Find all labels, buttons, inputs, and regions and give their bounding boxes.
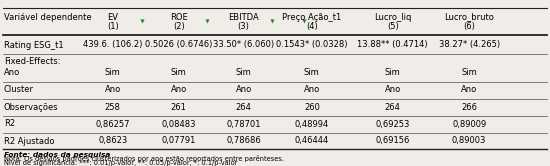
Text: Ano: Ano bbox=[304, 85, 320, 94]
Text: Ano: Ano bbox=[4, 69, 20, 78]
Text: (3): (3) bbox=[238, 23, 250, 32]
Text: (4): (4) bbox=[306, 23, 318, 32]
Text: 0.1543* (0.0328): 0.1543* (0.0328) bbox=[276, 41, 348, 49]
Text: 0,48994: 0,48994 bbox=[295, 120, 329, 128]
Text: Rating ESG_t1: Rating ESG_t1 bbox=[4, 41, 63, 49]
Text: Ano: Ano bbox=[235, 85, 252, 94]
Text: ROE: ROE bbox=[170, 12, 188, 22]
Text: 261: 261 bbox=[171, 102, 186, 112]
Text: 0.5026 (0.6746): 0.5026 (0.6746) bbox=[145, 41, 212, 49]
Text: Sim: Sim bbox=[461, 69, 477, 78]
Text: 266: 266 bbox=[461, 102, 477, 112]
Text: Cluster: Cluster bbox=[4, 85, 34, 94]
Text: 439.6. (106.2): 439.6. (106.2) bbox=[83, 41, 142, 49]
Text: 13.88** (0.4714): 13.88** (0.4714) bbox=[358, 41, 428, 49]
Text: Fonte: dados da pesquisa: Fonte: dados da pesquisa bbox=[4, 152, 110, 158]
Text: Ano: Ano bbox=[170, 85, 187, 94]
Text: 264: 264 bbox=[236, 102, 251, 112]
Text: (6): (6) bbox=[463, 23, 475, 32]
Text: (1): (1) bbox=[107, 23, 119, 32]
Text: Nota: Os desvios padrões clusterizados por ano estão reportados entre parênteses: Nota: Os desvios padrões clusterizados p… bbox=[4, 156, 284, 163]
Text: Observações: Observações bbox=[4, 102, 58, 112]
Text: 0,89003: 0,89003 bbox=[452, 136, 486, 146]
Text: Nível de significância: ***: 0.01/p-valor, **: 0.05/p-valor, *: 0.1/p-valor: Nível de significância: ***: 0.01/p-valo… bbox=[4, 160, 238, 166]
Text: Ano: Ano bbox=[461, 85, 477, 94]
Text: Sim: Sim bbox=[236, 69, 251, 78]
Text: 38.27* (4.265): 38.27* (4.265) bbox=[438, 41, 500, 49]
Text: 0,89009: 0,89009 bbox=[452, 120, 486, 128]
Text: 260: 260 bbox=[304, 102, 320, 112]
Text: R2 Ajustado: R2 Ajustado bbox=[4, 136, 54, 146]
Text: 0,8623: 0,8623 bbox=[98, 136, 128, 146]
Text: 0,86257: 0,86257 bbox=[96, 120, 130, 128]
Text: Ano: Ano bbox=[384, 85, 401, 94]
Text: Preço Ação_t1: Preço Ação_t1 bbox=[282, 12, 342, 22]
Text: 0,78686: 0,78686 bbox=[226, 136, 261, 146]
Text: 33.50* (6.060): 33.50* (6.060) bbox=[213, 41, 274, 49]
Text: 0,08483: 0,08483 bbox=[162, 120, 196, 128]
Text: Sim: Sim bbox=[171, 69, 186, 78]
Text: (2): (2) bbox=[173, 23, 185, 32]
Text: EBITDA: EBITDA bbox=[228, 12, 259, 22]
Text: 264: 264 bbox=[385, 102, 400, 112]
Text: 0,69156: 0,69156 bbox=[376, 136, 410, 146]
Text: 0,07791: 0,07791 bbox=[162, 136, 196, 146]
Text: Sim: Sim bbox=[304, 69, 320, 78]
Text: Fixed-Effects:: Fixed-Effects: bbox=[4, 57, 60, 67]
Text: Lucro_liq: Lucro_liq bbox=[374, 12, 411, 22]
Text: Ano: Ano bbox=[104, 85, 121, 94]
Text: 0,69253: 0,69253 bbox=[376, 120, 410, 128]
Text: Sim: Sim bbox=[385, 69, 400, 78]
Text: 258: 258 bbox=[105, 102, 120, 112]
Text: EV: EV bbox=[107, 12, 118, 22]
Text: Sim: Sim bbox=[105, 69, 120, 78]
Text: 0,78701: 0,78701 bbox=[227, 120, 261, 128]
Text: R2: R2 bbox=[4, 120, 15, 128]
Text: 0,46444: 0,46444 bbox=[295, 136, 329, 146]
Text: Variável dependente: Variável dependente bbox=[4, 12, 91, 22]
Text: Lucro_bruto: Lucro_bruto bbox=[444, 12, 494, 22]
Text: (5): (5) bbox=[387, 23, 399, 32]
